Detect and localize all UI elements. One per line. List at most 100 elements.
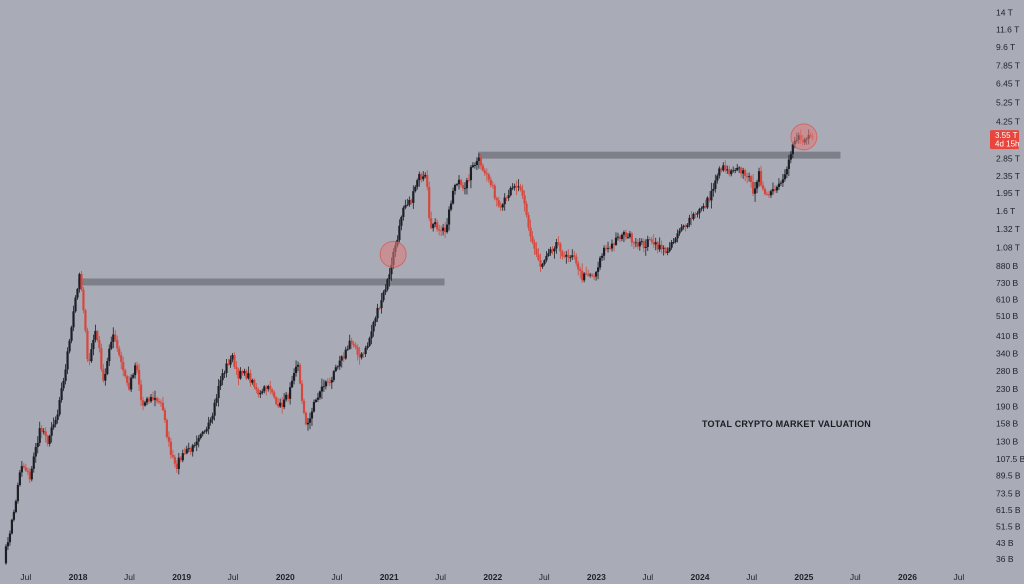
candle [227,358,230,366]
candle [283,393,286,410]
candle [666,247,669,256]
candle [443,222,447,239]
candle [571,249,574,261]
y-tick-label: 340 B [996,348,1019,358]
candle [779,180,783,187]
candle [593,273,596,281]
candle [626,233,630,240]
breakout-highlights [379,123,818,268]
candle [561,249,564,260]
candle [46,434,49,447]
candle [610,239,614,252]
candle [82,286,85,314]
candle [273,390,276,400]
candle [118,345,121,358]
candle [235,361,238,375]
candle [724,160,727,173]
x-tick-label: 2021 [380,572,399,582]
candle [539,253,542,272]
candle [720,167,723,173]
candle [16,482,19,504]
candle [640,238,643,245]
candle [137,363,141,392]
candle [388,268,391,287]
candle [94,324,97,343]
candle [364,345,367,357]
candle [221,368,224,386]
candle [231,353,234,363]
candle [239,367,242,380]
candle [110,336,113,350]
candle [646,235,649,252]
candle [529,219,532,242]
candle [690,211,693,226]
y-tick-label: 1.08 T [996,242,1020,252]
candle [505,196,508,202]
candle [60,382,63,403]
candle [36,436,39,454]
candle [197,435,200,448]
candle [436,219,439,232]
candle [551,245,554,255]
candle [10,518,14,535]
candle [348,334,351,350]
candle [312,399,316,413]
candle [151,391,155,401]
candle [487,172,490,183]
candle [70,325,73,344]
y-tick-label: 280 B [996,366,1019,376]
candle [706,196,709,210]
candle [344,346,347,360]
candle [181,449,184,463]
candle [495,196,498,207]
y-tick-label: 89.5 B [996,471,1021,481]
candle [124,368,127,379]
candle [18,469,21,487]
candle [285,391,288,402]
candle [736,163,739,172]
candle [340,355,343,368]
candle [143,400,147,407]
candle [471,162,475,169]
candle [155,396,159,404]
candle [6,537,10,551]
candle [535,242,538,257]
y-tick-label: 730 B [996,278,1019,288]
candle [185,445,188,455]
y-tick-label: 7.85 T [996,60,1020,70]
candle [716,173,719,184]
candle [712,183,715,197]
candle [710,182,713,209]
candle [298,362,302,385]
candle [789,151,792,164]
level-band-1 [478,151,841,159]
candle [165,418,169,439]
candle [432,222,435,232]
candle [304,411,308,426]
candle [587,269,590,277]
candle [440,226,443,237]
candle [370,324,373,345]
candle [451,187,455,205]
candle [567,249,570,263]
candle [167,431,170,447]
candle [92,334,95,356]
candle [559,242,562,259]
candle [674,236,677,244]
candle [517,179,520,192]
candle [177,453,180,475]
candle [12,509,16,522]
candle [491,181,494,189]
candle [545,251,548,263]
candle [86,327,89,362]
x-tick-label: Jul [953,572,964,582]
candle [255,383,258,394]
candle [211,412,214,424]
candle [606,241,610,253]
candle [350,337,353,350]
x-tick-label: Jul [20,572,31,582]
y-tick-label: 1.32 T [996,224,1020,234]
candle [342,352,345,362]
candle [326,377,329,386]
candle [88,352,91,366]
